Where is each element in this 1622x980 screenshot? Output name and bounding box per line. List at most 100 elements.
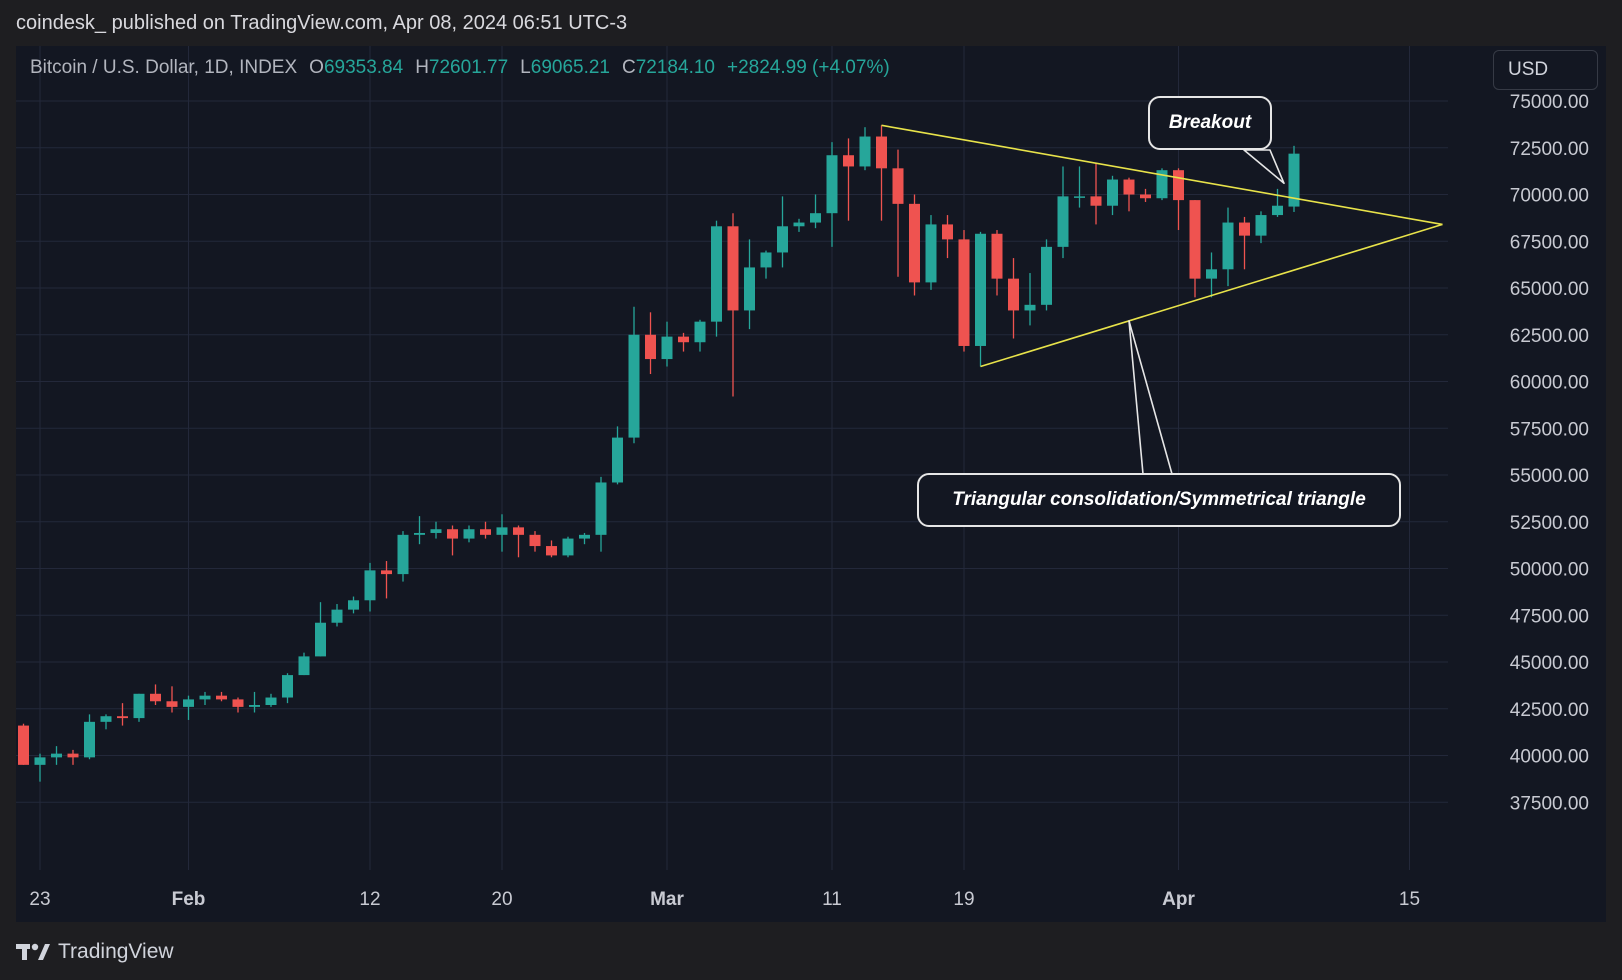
tradingview-logo-icon[interactable] <box>16 943 50 961</box>
candle-body <box>1024 304 1036 311</box>
footer-brand[interactable]: TradingView <box>58 940 174 963</box>
price-tick-label: 37500.00 <box>1510 793 1589 814</box>
callout-pointers <box>1128 149 1285 475</box>
candle-body <box>628 334 640 438</box>
candle-body <box>1090 196 1102 206</box>
candle-body <box>18 725 29 765</box>
candle-body <box>265 697 277 706</box>
candle-body <box>513 527 524 535</box>
candle-body <box>1222 222 1234 270</box>
candle-body <box>975 233 986 346</box>
candle-body <box>67 753 79 758</box>
candle-body <box>958 239 970 346</box>
candle-body <box>876 136 887 169</box>
price-tick-label: 60000.00 <box>1510 373 1589 394</box>
symbol-label[interactable]: Bitcoin / U.S. Dollar, 1D, INDEX <box>30 57 298 78</box>
candle-body <box>1173 170 1184 201</box>
time-tick-label: 12 <box>359 889 380 910</box>
candle-body <box>595 482 607 535</box>
candle-body <box>463 529 475 539</box>
time-tick-label: 15 <box>1399 889 1420 910</box>
low-label: L <box>520 57 531 78</box>
candle-body <box>546 546 557 556</box>
triangle-callout: Triangular consolidation/Symmetrical tri… <box>917 473 1401 527</box>
high-label: H <box>415 57 429 78</box>
candle-body <box>348 600 359 610</box>
candle-body <box>298 656 310 676</box>
candle-body <box>414 532 425 535</box>
price-tick-label: 50000.00 <box>1510 560 1589 581</box>
candle-body <box>249 705 260 707</box>
candle-body <box>892 168 904 204</box>
trendline-upper <box>881 124 1443 226</box>
candle-body <box>711 226 722 322</box>
high-value: 72601.77 <box>428 57 509 78</box>
candle-body <box>496 527 508 535</box>
candle-body <box>1272 205 1283 216</box>
close-label: C <box>622 57 636 78</box>
triangle-callout-pointer <box>1128 320 1173 475</box>
candle-body <box>1156 170 1168 199</box>
candle-body <box>793 222 805 227</box>
change-value: +2824.99 (+4.07%) <box>726 57 890 78</box>
candle-body <box>1255 215 1267 236</box>
candle-body <box>1288 153 1300 207</box>
breakout-callout: Breakout <box>1148 96 1272 150</box>
candle-body <box>100 716 112 722</box>
candle-body <box>1107 179 1118 206</box>
candle-body <box>34 757 46 765</box>
open-value: 69353.84 <box>323 57 404 78</box>
candle-body <box>117 716 128 719</box>
candle-body <box>1074 196 1085 198</box>
price-axis: 75000.00 72500.00 70000.00 67500.00 65000.00… <box>1510 92 1589 814</box>
grid-lines <box>16 46 1448 870</box>
candle-body <box>777 226 788 253</box>
candle-body <box>480 529 491 535</box>
candle-body <box>133 693 145 719</box>
candle-body <box>991 233 1003 279</box>
candle-body <box>826 155 838 214</box>
candle-body <box>166 701 178 707</box>
candle-body <box>645 334 656 360</box>
candle-body <box>315 622 326 657</box>
candle-body <box>925 224 937 283</box>
price-tick-label: 52500.00 <box>1510 513 1589 534</box>
price-tick-label: 40000.00 <box>1510 747 1589 768</box>
candle-body <box>84 721 95 758</box>
candle-body <box>232 699 244 707</box>
price-tick-label: 70000.00 <box>1510 186 1589 207</box>
candle-body <box>1140 194 1151 199</box>
time-tick-label: Apr <box>1162 889 1195 910</box>
currency-button[interactable]: USD <box>1493 50 1598 90</box>
time-tick-label: Mar <box>650 889 684 910</box>
price-tick-label: 67500.00 <box>1510 232 1589 253</box>
candle-body <box>1123 179 1135 195</box>
candle-body <box>810 213 821 223</box>
candle-body <box>1239 222 1250 236</box>
publisher-header: coindesk_ published on TradingView.com, … <box>16 12 628 34</box>
candle-body <box>562 538 574 556</box>
price-tick-label: 45000.00 <box>1510 653 1589 674</box>
price-tick-label: 47500.00 <box>1510 606 1589 627</box>
price-tick-label: 72500.00 <box>1510 139 1589 160</box>
candle-body <box>612 437 623 483</box>
footer: TradingView <box>16 940 174 964</box>
candle-body <box>364 570 376 601</box>
candle-body <box>430 529 442 533</box>
time-tick-label: 20 <box>491 889 512 910</box>
candle-body <box>678 336 689 343</box>
low-value: 69065.21 <box>530 57 610 78</box>
trendline-lower <box>980 223 1443 368</box>
candle-body <box>727 226 739 311</box>
candles <box>18 125 1300 782</box>
price-tick-label: 75000.00 <box>1510 92 1589 113</box>
candle-body <box>150 693 161 702</box>
candle-body <box>447 529 458 539</box>
candle-body <box>183 699 194 707</box>
time-tick-label: Feb <box>172 889 206 910</box>
price-tick-label: 55000.00 <box>1510 466 1589 487</box>
time-tick-label: 19 <box>953 889 974 910</box>
candle-body <box>381 570 392 575</box>
breakout-callout-pointer <box>1243 149 1285 185</box>
